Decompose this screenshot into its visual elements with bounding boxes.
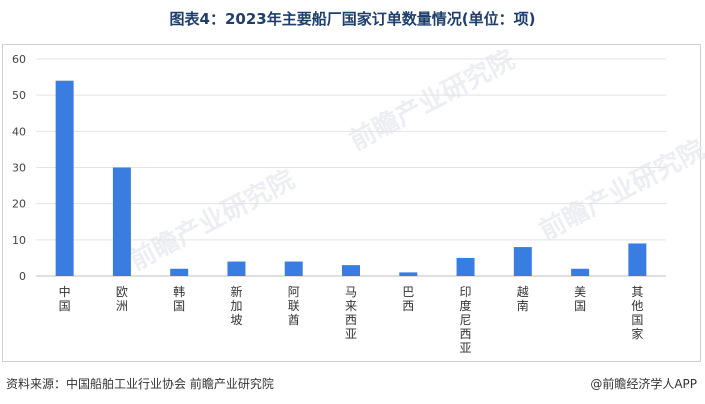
bar [513, 247, 532, 276]
bar [628, 243, 647, 276]
y-tick-label: 50 [12, 89, 26, 102]
bar [399, 272, 418, 276]
bar [284, 261, 303, 276]
x-tick-label: 其他国家 [631, 285, 643, 341]
bar [571, 268, 590, 276]
x-tick-label: 马来西亚 [345, 285, 357, 341]
bar [55, 80, 74, 276]
y-tick-label: 30 [12, 162, 26, 175]
y-tick-label: 20 [12, 198, 26, 211]
y-tick-label: 10 [12, 234, 26, 247]
x-tick-label: 阿联酋 [288, 285, 300, 327]
bars [55, 80, 647, 276]
bar [170, 268, 189, 276]
x-tick-label: 越南 [517, 285, 529, 313]
x-tick-label: 韩国 [173, 284, 185, 313]
grid-lines [36, 58, 666, 277]
bar-chart: 0 10 20 30 40 50 60 中国 欧洲 韩国 新加坡 阿联酋 马来西亚 巴西 印度尼西亚 越南 美… [12, 53, 666, 355]
x-tick-label: 中国 [59, 284, 71, 313]
chart-title: 图表4：2023年主要船厂国家订单数量情况(单位：项) [169, 10, 536, 28]
y-axis: 0 10 20 30 40 50 60 [12, 53, 26, 283]
y-tick-label: 40 [12, 125, 26, 138]
bar [112, 167, 131, 276]
x-tick-label: 美国 [574, 285, 586, 313]
bar [342, 265, 360, 276]
x-axis-labels: 中国 欧洲 韩国 新加坡 阿联酋 马来西亚 巴西 印度尼西亚 越南 美国 其他国家 [59, 284, 644, 355]
chart-frame [2, 44, 701, 362]
y-tick-label: 60 [12, 53, 26, 66]
y-tick-label: 0 [19, 270, 26, 283]
bar [227, 261, 246, 276]
x-tick-label: 欧洲 [116, 285, 128, 313]
bar [456, 257, 475, 276]
x-tick-label: 印度尼西亚 [460, 285, 472, 355]
brand-credit: @前瞻经济学人APP [590, 377, 697, 391]
source-note: 资料来源：中国船舶工业行业协会 前瞻产业研究院 [6, 377, 274, 391]
x-tick-label: 新加坡 [230, 284, 242, 327]
x-tick-label: 巴西 [402, 285, 414, 313]
